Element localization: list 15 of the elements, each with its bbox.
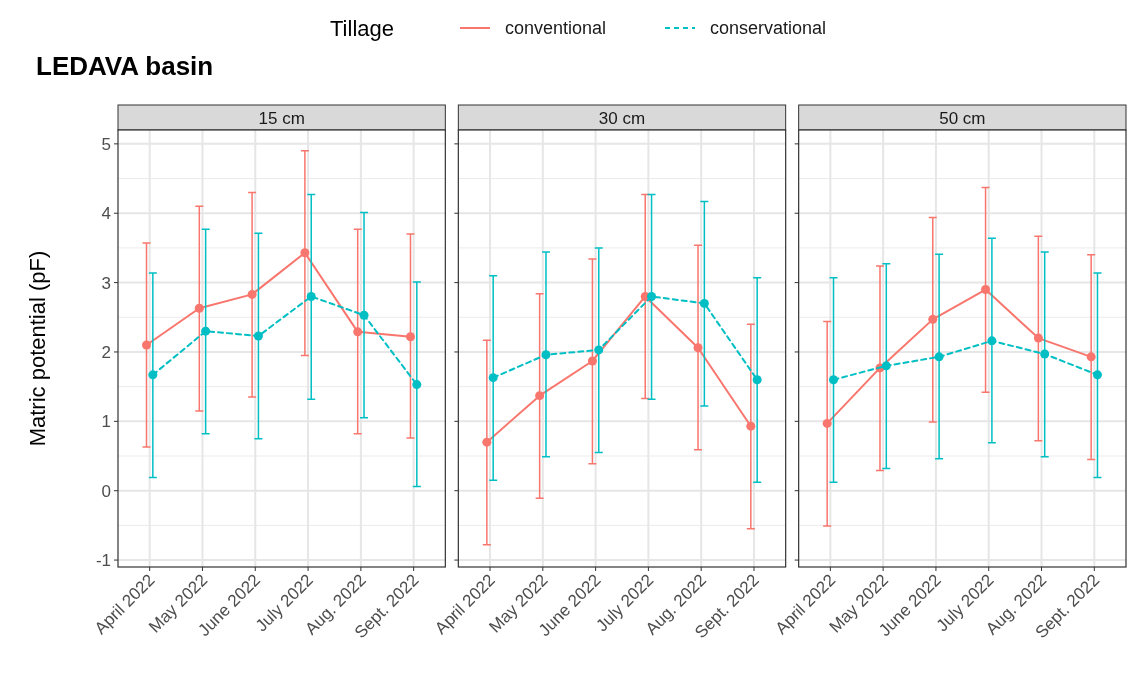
y-tick-label: 5: [101, 134, 111, 154]
chart-title: 15 cm: [258, 108, 305, 128]
text: LEDAVA basin: [36, 51, 214, 81]
y-tick-label: -1: [95, 551, 111, 571]
legend-title: Tillage: [330, 16, 394, 41]
y-tick-label: 4: [101, 204, 111, 224]
y-tick-label: 0: [101, 481, 111, 501]
y-axis-title: Matric potential (pF): [25, 250, 50, 447]
y-tick-label: 2: [101, 342, 111, 362]
y-tick-label: 3: [101, 273, 111, 293]
legend-label: conservational: [710, 18, 827, 38]
legend-label: conventional: [505, 18, 607, 38]
chart-title: 50 cm: [939, 108, 986, 128]
chart-title: 30 cm: [598, 108, 646, 128]
y-tick-label: 1: [101, 412, 111, 432]
